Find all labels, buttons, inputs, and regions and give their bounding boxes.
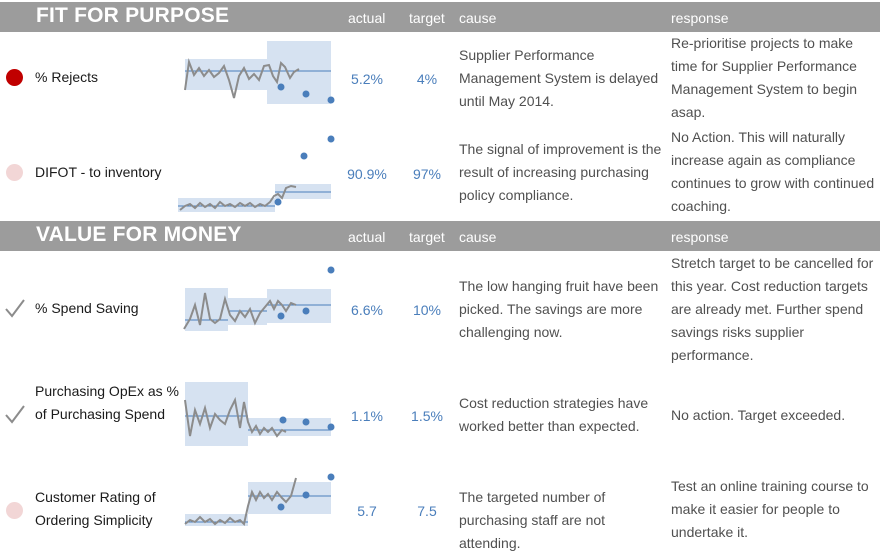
- target-value: 10%: [412, 302, 442, 318]
- target-dot: [327, 473, 335, 481]
- metric-name: % Rejects: [35, 69, 99, 85]
- metric-name: Customer Rating of Ordering Simplicity: [35, 489, 156, 528]
- actual-value: 90.9%: [347, 166, 387, 182]
- sparkline: [184, 477, 297, 526]
- cause-text: The targeted number of purchasing staff …: [459, 489, 606, 551]
- sparkline-chart-spend-saving: [183, 266, 335, 331]
- sparkline: [179, 184, 297, 211]
- cause-text: Cost reduction strategies have worked be…: [459, 395, 649, 434]
- column-header-actual: actual: [348, 229, 386, 245]
- column-header-target: target: [409, 10, 445, 26]
- sparkline-chart-customer-rating: [184, 473, 335, 526]
- metric-name: Purchasing OpEx as % of Purchasing Spend: [35, 383, 179, 422]
- cause-text: Supplier Performance Management System i…: [459, 47, 659, 109]
- control-band: [185, 482, 331, 526]
- section-header-value-for-money: VALUE FOR MONEY actual target cause resp…: [0, 221, 880, 251]
- section-title: VALUE FOR MONEY: [36, 223, 242, 246]
- column-header-response: response: [671, 229, 729, 245]
- target-dot: [277, 312, 285, 320]
- kpi-row-customer-rating: Customer Rating of Ordering Simplicity 5…: [0, 462, 880, 551]
- metric-name: DIFOT - to inventory: [35, 164, 162, 180]
- target-dot: [327, 266, 335, 274]
- actual-value: 6.6%: [351, 302, 383, 318]
- response-text: Stretch target to be cancelled for this …: [671, 255, 874, 363]
- kpi-row-rejects: % Rejects 5.2% 4% Supplier Performance M…: [0, 32, 880, 122]
- kpi-row-spend-saving: % Spend Saving 6.6% 10% The low hanging …: [0, 253, 880, 365]
- kpi-row-difot: DIFOT - to inventory 90.9% 97% The signa…: [0, 124, 880, 218]
- target-dot: [274, 198, 282, 206]
- column-header-cause: cause: [459, 10, 497, 26]
- check-mark-icon: [5, 405, 25, 424]
- target-dot: [302, 418, 310, 426]
- status-pink-dot-icon: [6, 502, 23, 519]
- status-red-dot-icon: [6, 69, 23, 86]
- check-mark-icon: [5, 299, 25, 318]
- cause-text: The low hanging fruit have been picked. …: [459, 278, 659, 340]
- target-value: 1.5%: [411, 408, 443, 424]
- actual-value: 5.7: [357, 503, 377, 519]
- sparkline-chart-purchasing-opex: [184, 382, 335, 446]
- target-dot: [300, 152, 308, 160]
- sparkline-chart-difot: [178, 135, 335, 212]
- target-dot: [277, 83, 285, 91]
- column-header-cause: cause: [459, 229, 497, 245]
- kpi-row-purchasing-opex: Purchasing OpEx as % of Purchasing Spend…: [0, 366, 880, 458]
- section-header-fit-for-purpose: FIT FOR PURPOSE actual target cause resp…: [0, 2, 880, 32]
- sparkline-chart-rejects: [184, 41, 335, 104]
- column-header-target: target: [409, 229, 445, 245]
- metric-name: % Spend Saving: [35, 300, 139, 316]
- target-dot: [327, 135, 335, 143]
- section-title: FIT FOR PURPOSE: [36, 4, 230, 27]
- actual-value: 1.1%: [351, 408, 383, 424]
- target-dot: [302, 307, 310, 315]
- target-dot: [277, 503, 285, 511]
- control-band: [185, 41, 331, 104]
- column-header-response: response: [671, 10, 729, 26]
- response-text: Re-prioritise projects to make time for …: [671, 35, 857, 120]
- target-dot: [279, 416, 287, 424]
- target-dot: [327, 423, 335, 431]
- status-pink-dot-icon: [6, 164, 23, 181]
- target-value: 7.5: [417, 503, 437, 519]
- sparkline: [184, 58, 300, 99]
- target-dot: [327, 96, 335, 104]
- response-text: No action. Target exceeded.: [671, 407, 846, 423]
- cause-text: The signal of improvement is the result …: [459, 141, 662, 203]
- response-text: Test an online training course to make i…: [671, 478, 869, 540]
- actual-value: 5.2%: [351, 71, 383, 87]
- target-value: 4%: [416, 71, 438, 87]
- sparkline: [183, 292, 297, 330]
- column-header-actual: actual: [348, 10, 386, 26]
- target-dot: [302, 90, 310, 98]
- sparkline: [184, 396, 287, 438]
- target-value: 97%: [412, 166, 442, 182]
- response-text: No Action. This will naturally increase …: [671, 129, 875, 214]
- target-dot: [302, 491, 310, 499]
